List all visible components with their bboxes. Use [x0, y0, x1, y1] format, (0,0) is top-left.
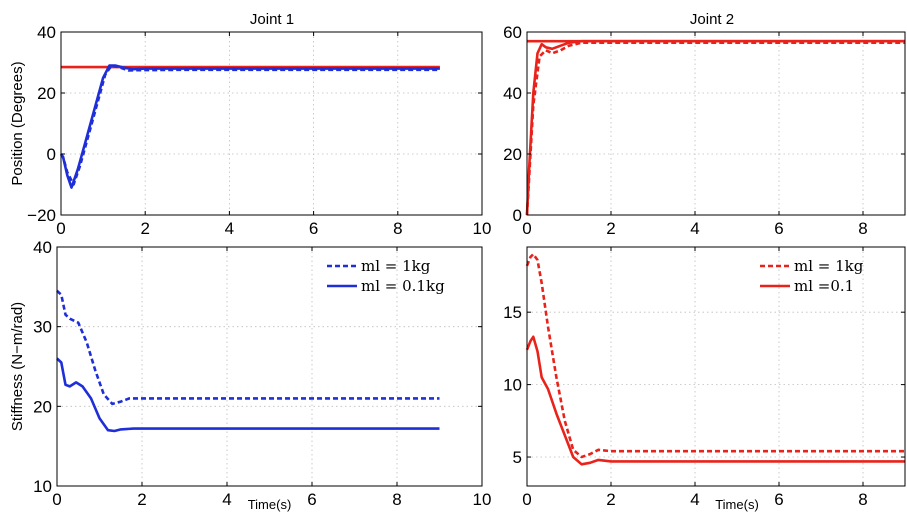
chart-4-y-tick-label: 5 [513, 448, 522, 467]
chart-3-legend-label: ml = 1kg [361, 257, 431, 275]
chart-4-x-tick-label: 0 [522, 490, 531, 509]
chart-3-series-2-line [56, 357, 440, 433]
chart-2-y-tick-label: 60 [503, 23, 522, 42]
chart-2-y-tick-label: 40 [503, 84, 522, 103]
chart-4-x-tick-label: 6 [774, 490, 783, 509]
chart-3-y-tick-label: 10 [33, 477, 52, 496]
chart-4-legend-label: ml =0.1 [794, 277, 854, 295]
chart-4-x-axis-label: Time(s) [715, 497, 759, 512]
chart-1-axes-frame [60, 31, 483, 216]
chart-2-y-tick-label: 0 [513, 206, 522, 225]
chart-3-y-tick-label: 40 [33, 238, 52, 257]
chart-4-x-tick-label: 2 [606, 490, 615, 509]
chart-4-legend-label: ml = 1kg [794, 257, 864, 275]
chart-3-x-tick-label: 10 [473, 490, 492, 509]
chart-4-series-1-line [525, 252, 905, 459]
chart-1-y-tick-label: −20 [27, 206, 56, 225]
chart-4-axes-frame [526, 246, 906, 487]
chart-3-y-axis-label: Stiffness (N−m/rad) [9, 302, 26, 431]
chart-3-y-tick-label: 30 [33, 318, 52, 337]
chart-2-x-tick-label: 4 [690, 219, 699, 238]
chart-1-x-tick-label: 0 [56, 219, 65, 238]
chart-3-x-tick-label: 0 [52, 490, 61, 509]
chart-1-x-tick-label: 2 [140, 219, 149, 238]
chart-1-y-tick-label: 40 [37, 23, 56, 42]
chart-3-x-axis-label: Time(s) [248, 497, 292, 512]
chart-3-group [56, 246, 483, 487]
chart-4-x-tick-label: 4 [690, 490, 699, 509]
chart-3-x-tick-label: 6 [307, 490, 316, 509]
chart-1-y-tick-label: 20 [37, 84, 56, 103]
chart-2-axes-frame [526, 31, 906, 216]
chart-4-series-2-line [525, 335, 905, 466]
chart-1-series-2-line [59, 64, 440, 189]
chart-2-x-tick-label: 2 [606, 219, 615, 238]
chart-2-series-3-line [525, 41, 905, 216]
chart-2-y-tick-label: 20 [503, 145, 522, 164]
chart-2-x-tick-label: 6 [774, 219, 783, 238]
chart-1-x-tick-label: 10 [473, 219, 492, 238]
chart-4-x-tick-label: 8 [858, 490, 867, 509]
chart-1-x-tick-label: 6 [309, 219, 318, 238]
chart-3-axes-frame [56, 246, 483, 487]
chart-2-series-2-line [525, 39, 905, 216]
chart-2-title: Joint 2 [690, 11, 734, 28]
chart-3-series-1-line [56, 289, 440, 406]
chart-1-y-axis-label: Position (Degrees) [9, 61, 26, 185]
chart-3-x-tick-label: 8 [392, 490, 401, 509]
chart-3-x-tick-label: 4 [222, 490, 231, 509]
chart-3-x-tick-label: 2 [137, 490, 146, 509]
chart-1-title: Joint 1 [250, 11, 294, 28]
chart-1-x-tick-label: 4 [225, 219, 234, 238]
chart-4-y-tick-label: 15 [503, 303, 522, 322]
chart-2-x-tick-label: 0 [522, 219, 531, 238]
chart-4-y-tick-label: 10 [503, 376, 522, 395]
chart-1-group [59, 31, 483, 216]
chart-2-x-tick-label: 8 [858, 219, 867, 238]
chart-1-x-tick-label: 8 [393, 219, 402, 238]
chart-2-group [525, 31, 906, 216]
chart-3-legend-label: ml = 0.1kg [361, 277, 445, 295]
chart-1-y-tick-label: 0 [47, 145, 56, 164]
chart-1-series-3-line [59, 64, 440, 186]
chart-3-y-tick-label: 20 [33, 397, 52, 416]
chart-4-group [525, 246, 906, 487]
